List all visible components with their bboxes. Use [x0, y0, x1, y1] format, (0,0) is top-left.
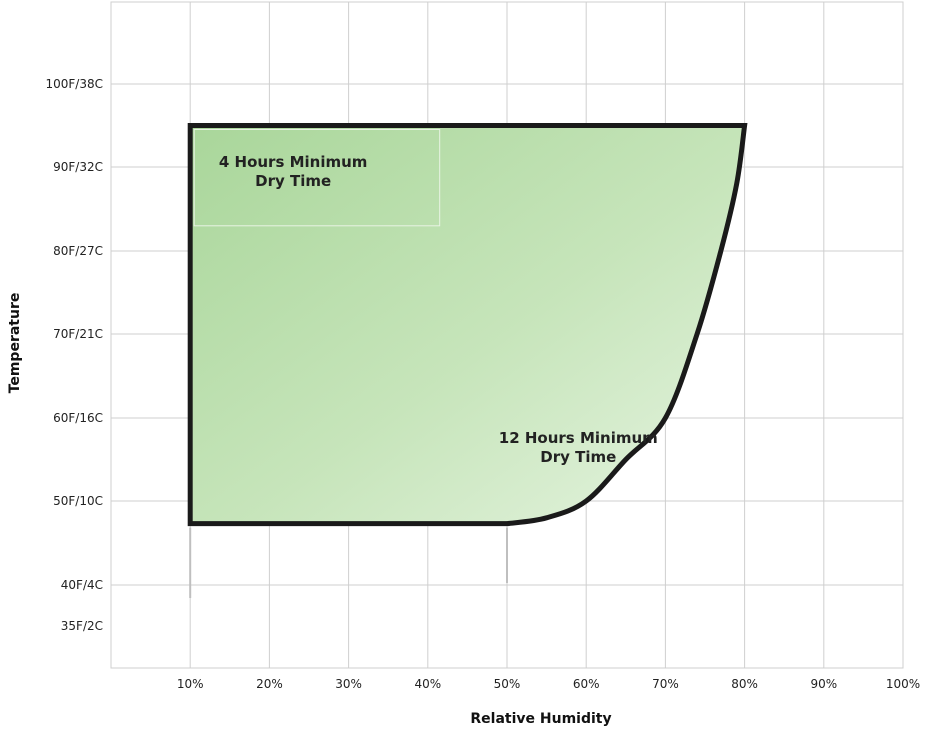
annotation-label: 12 Hours Minimum Dry Time — [499, 429, 658, 466]
region-boundary — [187, 123, 748, 527]
x-axis-title: Relative Humidity — [470, 711, 611, 727]
x-tick-label: 80% — [731, 677, 758, 691]
regions — [187, 123, 748, 598]
y-tick-label: 50F/10C — [53, 494, 103, 508]
y-tick-label: 70F/21C — [53, 327, 103, 341]
y-tick-label: 35F/2C — [61, 619, 103, 633]
annotation-line: Dry Time — [255, 172, 331, 190]
y-tick-label: 40F/4C — [61, 578, 103, 592]
annotation-line: 12 Hours Minimum — [499, 429, 658, 447]
y-tick-label: 80F/27C — [53, 244, 103, 258]
x-tick-labels: 10% 20% 30% 40% 50% 60% 70% 80% 90% 100% — [177, 677, 920, 691]
region-fill — [190, 125, 745, 524]
x-tick-label: 20% — [256, 677, 283, 691]
x-tick-label: 50% — [494, 677, 521, 691]
y-tick-label: 90F/32C — [53, 160, 103, 174]
y-axis-title: Temperature — [7, 293, 23, 394]
inner-zone-outline — [193, 129, 441, 227]
annotation-line: 4 Hours Minimum — [219, 153, 368, 171]
x-tick-label: 40% — [414, 677, 441, 691]
x-tick-label: 10% — [177, 677, 204, 691]
x-tick-label: 100% — [886, 677, 920, 691]
annotation-label: 4 Hours Minimum Dry Time — [219, 153, 368, 190]
annotation-line: Dry Time — [540, 448, 616, 466]
x-tick-label: 90% — [810, 677, 837, 691]
x-tick-label: 30% — [335, 677, 362, 691]
y-tick-labels: 35F/2C 40F/4C 50F/10C 60F/16C 70F/21C 80F/27C… — [46, 77, 104, 633]
y-tick-label: 100F/38C — [46, 77, 104, 91]
x-tick-label: 70% — [652, 677, 679, 691]
x-tick-label: 60% — [573, 677, 600, 691]
y-tick-label: 60F/16C — [53, 411, 103, 425]
